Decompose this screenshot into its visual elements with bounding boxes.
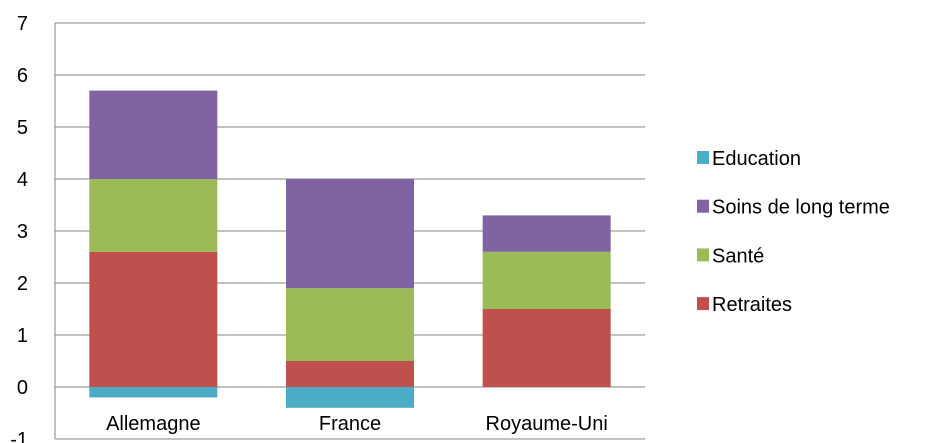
legend-label: Retraites [712, 294, 792, 316]
bar-segment-soins-de-long-terme-france [286, 179, 414, 289]
legend-label: Education [712, 148, 801, 170]
bar-segment-sant--royaume-uni [482, 251, 611, 309]
y-tick-label: 5 [17, 117, 28, 139]
bar-segment-sant--france [286, 288, 414, 361]
y-tick-label: 3 [17, 221, 28, 243]
legend-swatch [697, 248, 709, 262]
bar-segment-sant--allemagne [89, 179, 218, 252]
legend-label: Santé [712, 245, 764, 267]
bar-segment-soins-de-long-terme-royaume-uni [482, 215, 611, 252]
legend: Education Soins de long terme Santé Retrait… [697, 148, 890, 316]
legend-swatch [697, 151, 709, 164]
legend-swatch [697, 297, 709, 311]
bar-segment-retraites-royaume-uni [482, 309, 611, 387]
y-tick-label: 2 [17, 273, 28, 295]
bar-segment-retraites-france [286, 361, 414, 387]
legend-label: Soins de long terme [712, 197, 890, 219]
y-tick-label: -1 [10, 429, 28, 443]
bar-segment-soins-de-long-terme-allemagne [89, 90, 218, 179]
bar-segment-retraites-allemagne [89, 251, 218, 387]
y-tick-label: 6 [17, 65, 28, 87]
y-tick-label: 1 [17, 325, 28, 347]
legend-swatch [697, 199, 709, 213]
y-tick-label: 4 [17, 169, 28, 191]
bar-segment-education-france [286, 387, 414, 408]
bar-segment-education-allemagne [89, 387, 218, 398]
category-label: France [319, 413, 381, 435]
category-label: Royaume-Uni [486, 413, 608, 435]
category-label: Allemagne [106, 413, 201, 435]
y-tick-labels: -1 0 1 2 3 4 5 6 7 [10, 13, 28, 443]
category-labels: Allemagne France Royaume-Uni [106, 413, 608, 435]
y-tick-label: 0 [17, 377, 28, 399]
y-tick-label: 7 [17, 13, 28, 35]
bars [89, 90, 611, 408]
